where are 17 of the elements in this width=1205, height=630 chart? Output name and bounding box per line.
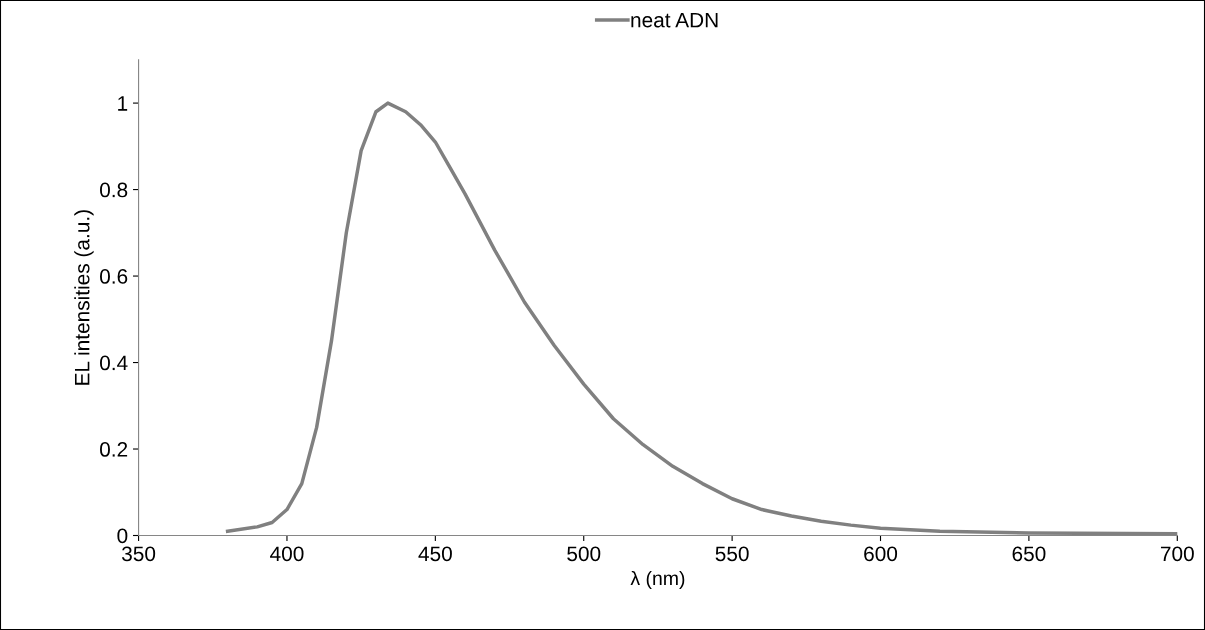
legend-label: neat ADN — [631, 12, 718, 28]
y-tick-label: 0 — [117, 528, 128, 544]
x-tick-label: 650 — [1012, 546, 1046, 562]
y-tick-label: 0.4 — [100, 355, 128, 371]
x-tick-label: 600 — [864, 546, 898, 562]
y-tick-label: 0.2 — [100, 442, 128, 457]
y-tick-label: 0.8 — [100, 182, 128, 198]
x-axis-title: λ (nm) — [630, 570, 685, 590]
x-tick-label: 550 — [715, 546, 749, 562]
x-tick-label: 450 — [418, 546, 452, 562]
x-tick-label: 350 — [121, 546, 156, 562]
y-tick-label: 1 — [118, 96, 128, 111]
y-axis-title: EL intensities (a.u.) — [74, 210, 94, 385]
x-tick-label: 400 — [270, 546, 304, 562]
y-tick-label: 0.6 — [100, 269, 128, 284]
x-tick-label: 700 — [1160, 546, 1194, 562]
x-tick-label: 500 — [567, 546, 601, 562]
